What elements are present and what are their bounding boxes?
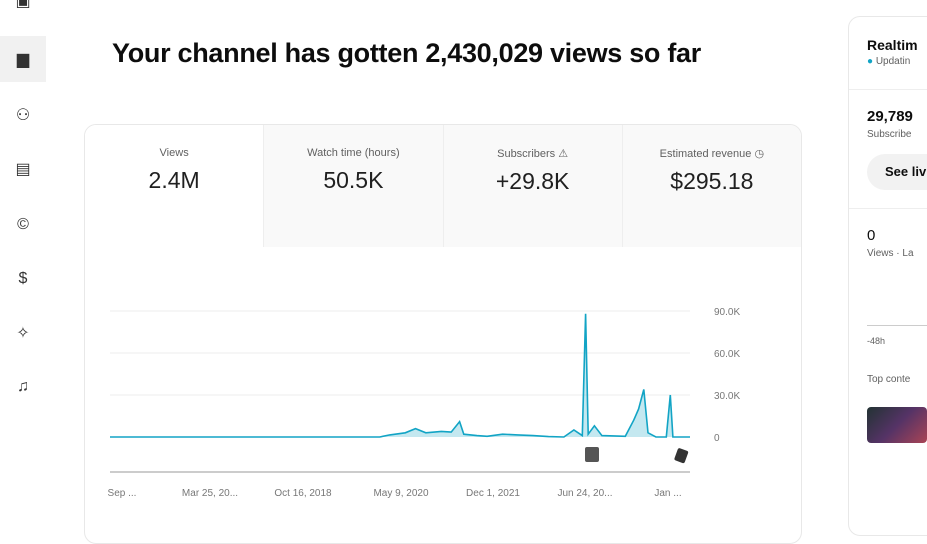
left-nav: ▣ ▆ ⚇ ▤ © $ ✧ ♫ — [0, 0, 46, 527]
live-dot-icon: ● — [867, 56, 874, 67]
x-tick-label: May 9, 2020 — [373, 488, 428, 499]
x-tick-label: Dec 1, 2021 — [466, 488, 520, 499]
nav-item-audio-library[interactable]: ♫ — [0, 364, 46, 410]
nav-item-analytics[interactable]: ▆ — [0, 36, 46, 82]
analytics-icon: ▆ — [16, 51, 30, 68]
nav-item-customization[interactable]: ✧ — [0, 310, 46, 356]
nav-item-community[interactable]: ⚇ — [0, 92, 46, 138]
realtime-status: Updatin — [875, 56, 911, 67]
y-tick-label: 60.0K — [714, 349, 740, 360]
metric-value: 50.5K — [323, 167, 384, 193]
nav-item-copyright[interactable]: © — [0, 202, 46, 248]
realtime-axis-label: -48h — [867, 336, 886, 346]
realtime-card: Realtim ● Updatin 29,789 Subscribe See l… — [848, 16, 927, 536]
realtime-views: 0 — [867, 227, 876, 244]
metric-tab-1[interactable]: Watch time (hours) 50.5K — [263, 125, 443, 247]
see-live-count-button[interactable]: See liv — [867, 154, 927, 190]
series-area — [110, 313, 690, 437]
subscriber-label: Subscribe — [867, 129, 912, 140]
metric-label: Subscribers — [497, 148, 556, 160]
y-tick-label: 0 — [714, 433, 720, 444]
clock-icon: ◷ — [754, 148, 765, 160]
analytics-card: Views 2.4M Watch time (hours) 50.5K Subscrib… — [84, 124, 802, 544]
metric-label: Estimated revenue — [659, 148, 752, 160]
metric-label: Views — [159, 147, 189, 159]
views-chart: 0 30.0K 60.0K 90.0K Sep ... Mar 25, 20... Oct … — [108, 307, 741, 499]
x-tick-label: Mar 25, 20... — [182, 488, 238, 499]
content-icon: ▣ — [15, 0, 31, 10]
y-tick-label: 90.0K — [714, 307, 740, 318]
community-icon: ⚇ — [15, 107, 31, 124]
nav-item-content[interactable]: ▣ — [0, 0, 46, 24]
metric-value: 2.4M — [148, 167, 200, 193]
realtime-views-label: Views · La — [867, 248, 914, 259]
x-tick-label: Jun 24, 20... — [557, 488, 612, 499]
earn-icon: $ — [18, 270, 28, 287]
x-tick-label: Sep ... — [108, 488, 137, 499]
audio-library-icon: ♫ — [17, 378, 29, 395]
top-content-label: Top conte — [867, 374, 911, 385]
y-tick-label: 30.0K — [714, 391, 740, 402]
copyright-icon: © — [17, 216, 29, 233]
metric-tab-3[interactable]: Estimated revenue ◷ $295.18 — [621, 125, 801, 247]
marker-icon[interactable] — [674, 448, 689, 464]
metric-value: +29.8K — [495, 168, 570, 194]
page-title: Your channel has gotten 2,430,029 views … — [112, 38, 701, 68]
video-marker-icon[interactable] — [585, 447, 599, 462]
metric-tab-2[interactable]: Subscribers ⚠ +29.8K — [442, 125, 622, 247]
subscriber-count: 29,789 — [867, 108, 913, 125]
customization-icon: ✧ — [16, 325, 30, 342]
warning-icon: ⚠ — [558, 148, 569, 160]
series-line — [110, 313, 690, 438]
nav-item-earn[interactable]: $ — [0, 256, 46, 302]
nav-item-subtitles[interactable]: ▤ — [0, 146, 46, 192]
x-tick-label: Jan ... — [654, 488, 681, 499]
metric-value: $295.18 — [670, 168, 754, 194]
subtitles-icon: ▤ — [15, 161, 31, 178]
top-content-thumbnail[interactable] — [867, 407, 927, 443]
metric-label: Watch time (hours) — [307, 147, 400, 159]
metric-tab-0[interactable]: Views 2.4M — [85, 125, 264, 247]
x-tick-label: Oct 16, 2018 — [274, 488, 332, 499]
realtime-title: Realtim — [867, 37, 918, 53]
